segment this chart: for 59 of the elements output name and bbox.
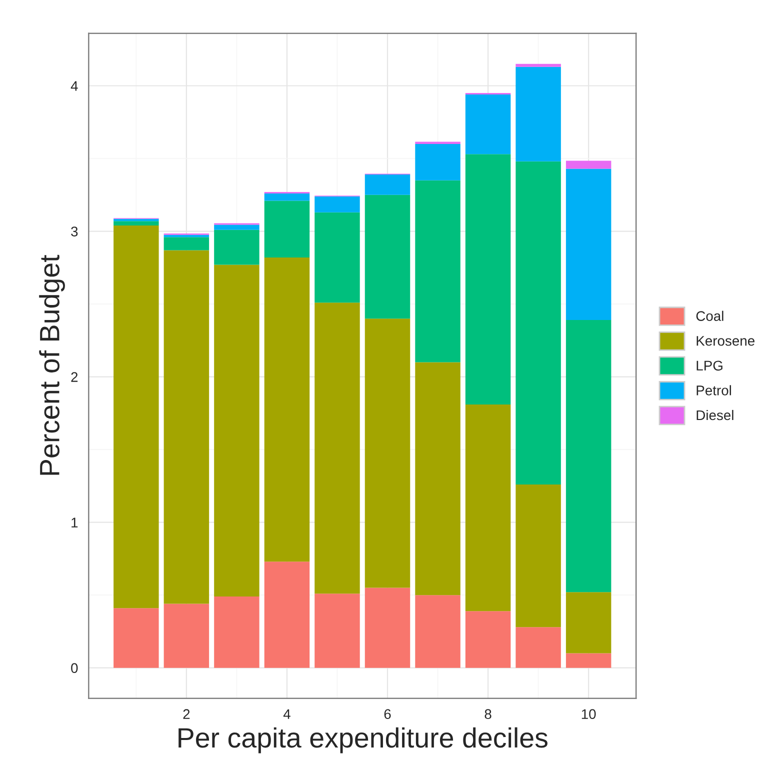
bar bbox=[566, 320, 612, 592]
bar bbox=[465, 94, 511, 154]
bar bbox=[314, 196, 360, 212]
bar bbox=[566, 168, 612, 320]
x-tick-label: 4 bbox=[283, 709, 290, 719]
legend-label: Diesel bbox=[696, 410, 734, 420]
legend-label: Petrol bbox=[696, 385, 731, 396]
y-tick-label: 1 bbox=[72, 518, 78, 528]
bar bbox=[415, 180, 460, 362]
bar bbox=[415, 595, 460, 668]
bar bbox=[114, 225, 159, 608]
bar bbox=[264, 200, 310, 258]
legend-label: LPG bbox=[696, 360, 722, 371]
bar bbox=[314, 212, 360, 303]
bar bbox=[364, 588, 410, 668]
bar bbox=[114, 218, 159, 222]
bar bbox=[314, 302, 360, 594]
bar bbox=[465, 154, 511, 404]
bar bbox=[314, 594, 360, 668]
bar bbox=[164, 604, 210, 668]
x-tick-label: 2 bbox=[183, 709, 190, 719]
bar bbox=[364, 174, 410, 195]
bar bbox=[264, 257, 310, 562]
x-tick-label: 8 bbox=[484, 709, 492, 720]
bar bbox=[465, 611, 511, 668]
y-axis-title: Percent of Budget bbox=[39, 254, 65, 475]
y-tick-label: 3 bbox=[71, 226, 78, 236]
bar bbox=[516, 161, 561, 484]
bar bbox=[214, 230, 260, 265]
bar bbox=[516, 484, 561, 628]
bar bbox=[164, 234, 210, 238]
bar bbox=[566, 592, 612, 654]
bar bbox=[364, 194, 410, 319]
bar bbox=[214, 264, 260, 597]
bar bbox=[465, 404, 511, 612]
bar bbox=[516, 66, 561, 162]
bar bbox=[214, 596, 260, 668]
bar bbox=[114, 608, 159, 668]
bar bbox=[415, 362, 460, 596]
bar bbox=[214, 224, 260, 230]
legend-label: Kerosene bbox=[696, 336, 754, 346]
bar bbox=[264, 193, 310, 201]
bar bbox=[516, 64, 561, 67]
y-tick-label: 4 bbox=[70, 81, 78, 91]
x-tick-label: 6 bbox=[384, 709, 391, 720]
x-tick-label: 10 bbox=[582, 709, 596, 720]
bar bbox=[566, 160, 612, 169]
bar bbox=[364, 318, 410, 588]
bar bbox=[114, 221, 159, 226]
bar bbox=[566, 653, 612, 668]
y-tick-label: 2 bbox=[71, 372, 78, 382]
x-axis-title: Per capita expenditure deciles bbox=[178, 727, 548, 754]
bar bbox=[264, 562, 310, 668]
bar bbox=[415, 144, 460, 180]
y-tick-label: 0 bbox=[71, 663, 78, 674]
bar bbox=[164, 237, 210, 250]
bar bbox=[516, 627, 561, 668]
legend-label: Coal bbox=[696, 310, 724, 321]
bar bbox=[164, 250, 210, 604]
